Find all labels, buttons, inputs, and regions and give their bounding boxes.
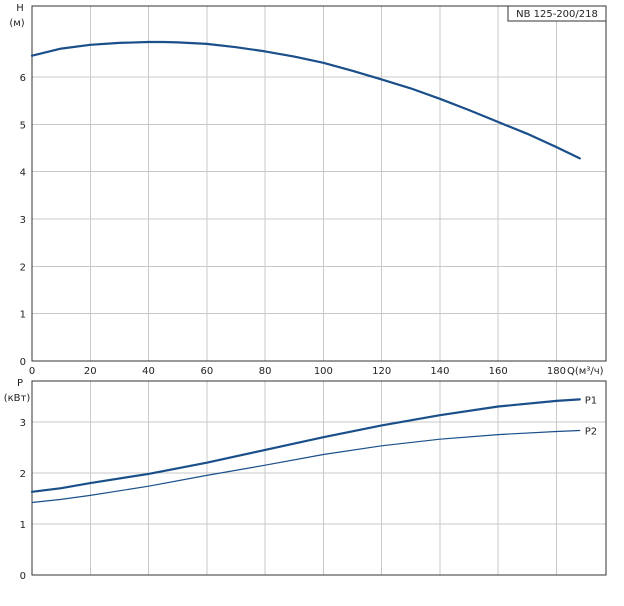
y-tick-label: 2 (20, 469, 26, 480)
y-axis-unit: (кВт) (4, 393, 31, 404)
series-line (30, 40, 581, 160)
y-axis-label: P (17, 378, 23, 389)
y-tick-label: 6 (20, 73, 26, 84)
x-tick-label: 160 (489, 366, 508, 377)
plot-frame (31, 5, 607, 362)
x-tick-label: 40 (142, 366, 155, 377)
series-label: P1 (585, 395, 597, 406)
y-tick-label: 3 (20, 215, 26, 226)
x-tick-label: 80 (259, 366, 272, 377)
x-tick-label: 180 (547, 366, 566, 377)
x-axis-label: Q(м³/ч) (567, 366, 604, 377)
y-tick-label: 0 (20, 571, 26, 582)
x-tick-label: 20 (84, 366, 97, 377)
x-tick-label: 140 (430, 366, 449, 377)
x-tick-label: 60 (200, 366, 213, 377)
y-axis-label: H (16, 3, 24, 14)
chart-title: NB 125-200/218 (516, 9, 598, 20)
power-curve-panel: 0 1 2 3 P (кВт) P1 P2 (4, 378, 607, 582)
y-tick-label: 5 (20, 120, 26, 131)
y-tick-label: 4 (20, 168, 26, 179)
y-tick-label: 2 (20, 262, 26, 273)
series-line-p1 (30, 398, 581, 493)
x-tick-label: 0 (29, 366, 35, 377)
y-tick-label: 3 (20, 418, 26, 429)
y-tick-label: 1 (20, 520, 26, 531)
plot-frame (31, 380, 607, 576)
series-line-p2 (31, 429, 581, 504)
series-label: P2 (585, 427, 597, 438)
y-tick-label: 1 (20, 310, 26, 321)
y-axis-unit: (м) (9, 18, 24, 29)
x-tick-label: 100 (314, 366, 333, 377)
x-tick-label: 120 (372, 366, 391, 377)
title-box (507, 5, 607, 22)
y-tick-label: 0 (20, 357, 26, 368)
